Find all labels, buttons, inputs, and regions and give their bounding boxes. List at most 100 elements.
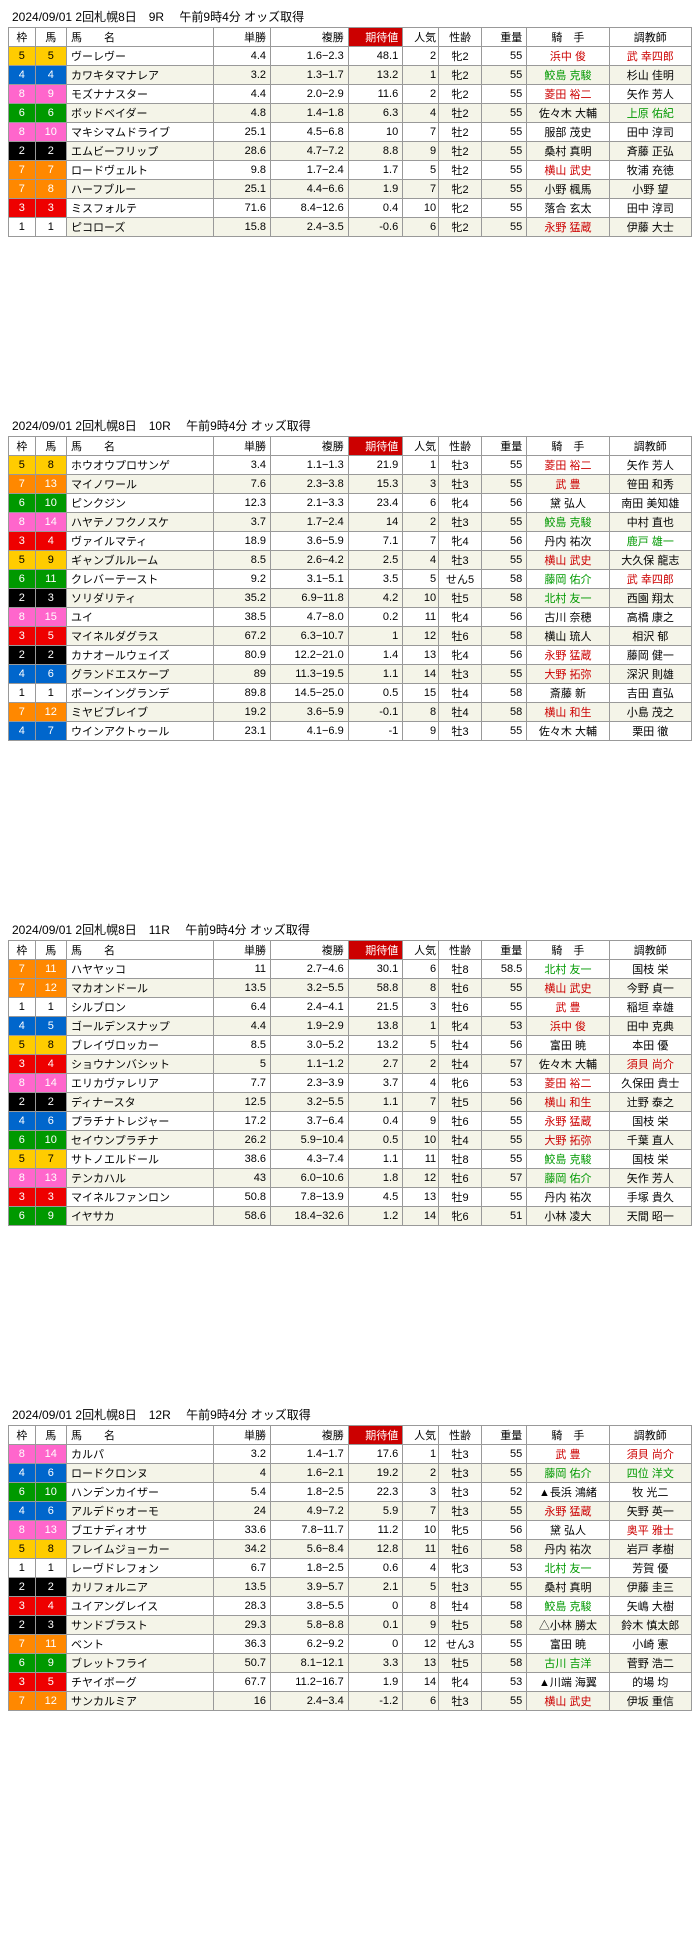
cell-ninki: 1	[403, 456, 439, 475]
cell-fuku: 1.1−1.2	[271, 1055, 349, 1074]
cell-tyo: 四位 洋文	[609, 1464, 691, 1483]
cell-waku: 7	[9, 1635, 36, 1654]
cell-fuku: 4.1−6.9	[271, 722, 349, 741]
table-row: 23サンドブラスト29.35.8−8.80.19牡558△小林 勝太鈴木 慎太郎	[9, 1616, 692, 1635]
cell-name: ロードクロンヌ	[66, 1464, 213, 1483]
cell-kitai: 13.2	[348, 66, 403, 85]
cell-waku: 3	[9, 1673, 36, 1692]
cell-kitai: 15.3	[348, 475, 403, 494]
cell-tan: 4	[214, 1464, 271, 1483]
cell-kitai: 3.3	[348, 1654, 403, 1673]
cell-kitai: 17.6	[348, 1445, 403, 1464]
cell-name: シルブロン	[66, 998, 213, 1017]
table-row: 11シルブロン6.42.4−4.121.53牡655武 豊稲垣 幸雄	[9, 998, 692, 1017]
header-kitai: 期待値	[348, 1426, 403, 1445]
table-row: 66ボッドベイダー4.81.4−1.86.34牡255佐々木 大輔上原 佑紀	[9, 104, 692, 123]
cell-tan: 8.5	[214, 551, 271, 570]
cell-ninki: 7	[403, 180, 439, 199]
cell-ju: 55	[482, 1112, 527, 1131]
cell-ninki: 3	[403, 1483, 439, 1502]
cell-ju: 55	[482, 180, 527, 199]
cell-tan: 7.7	[214, 1074, 271, 1093]
cell-uma: 14	[35, 1074, 66, 1093]
cell-name: モズナナスター	[66, 85, 213, 104]
cell-ninki: 7	[403, 532, 439, 551]
table-row: 69ブレットフライ50.78.1−12.13.313牡558古川 吉洋菅野 浩二	[9, 1654, 692, 1673]
cell-ju: 56	[482, 608, 527, 627]
table-row: 78ハーフブルー25.14.4−6.61.97牝255小野 楓馬小野 望	[9, 180, 692, 199]
cell-ju: 55	[482, 665, 527, 684]
cell-kitai: 19.2	[348, 1464, 403, 1483]
header-kishu: 騎 手	[527, 941, 609, 960]
cell-ju: 56	[482, 1093, 527, 1112]
race-block: 2024/09/01 2回札幌8日 11R 午前9時4分 オッズ取得枠馬馬 名単…	[8, 921, 692, 1226]
cell-sei: 牡4	[439, 1131, 482, 1150]
cell-ninki: 11	[403, 608, 439, 627]
cell-kishu: 佐々木 大輔	[527, 1055, 609, 1074]
cell-kishu: 富田 暁	[527, 1036, 609, 1055]
cell-ninki: 8	[403, 979, 439, 998]
cell-kitai: 4.2	[348, 589, 403, 608]
cell-kishu: 永野 猛蔵	[527, 1112, 609, 1131]
cell-kishu: 浜中 俊	[527, 47, 609, 66]
cell-ninki: 6	[403, 218, 439, 237]
cell-kishu: 横山 琉人	[527, 627, 609, 646]
cell-tyo: 鹿戸 雄一	[609, 532, 691, 551]
cell-ju: 56	[482, 532, 527, 551]
cell-kishu: 菱田 裕二	[527, 1074, 609, 1093]
table-row: 59ギャンブルルーム8.52.6−4.22.54牡355横山 武史大久保 龍志	[9, 551, 692, 570]
cell-name: レーヴドレフォン	[66, 1559, 213, 1578]
cell-ju: 51	[482, 1207, 527, 1226]
cell-kitai: 11.2	[348, 1521, 403, 1540]
cell-ju: 56	[482, 494, 527, 513]
cell-tyo: 芳賀 優	[609, 1559, 691, 1578]
cell-ninki: 7	[403, 123, 439, 142]
header-kishu: 騎 手	[527, 1426, 609, 1445]
cell-tan: 26.2	[214, 1131, 271, 1150]
cell-kitai: 1.1	[348, 1150, 403, 1169]
cell-sei: 牡3	[439, 1464, 482, 1483]
cell-tyo: 須貝 尚介	[609, 1445, 691, 1464]
cell-name: ピコローズ	[66, 218, 213, 237]
cell-ju: 55	[482, 1464, 527, 1483]
cell-ninki: 3	[403, 475, 439, 494]
cell-tan: 25.1	[214, 123, 271, 142]
cell-uma: 3	[35, 199, 66, 218]
cell-ninki: 1	[403, 1017, 439, 1036]
cell-tyo: 西園 翔太	[609, 589, 691, 608]
cell-sei: 牡5	[439, 1616, 482, 1635]
cell-kitai: -0.1	[348, 703, 403, 722]
cell-tan: 36.3	[214, 1635, 271, 1654]
cell-waku: 1	[9, 1559, 36, 1578]
table-row: 34ユイアングレイス28.33.8−5.508牡458鮫島 克駿矢嶋 大樹	[9, 1597, 692, 1616]
table-row: 89モズナナスター4.42.0−2.911.62牝255菱田 裕二矢作 芳人	[9, 85, 692, 104]
cell-ju: 55	[482, 475, 527, 494]
cell-tyo: 牧 光二	[609, 1483, 691, 1502]
cell-uma: 1	[35, 218, 66, 237]
cell-kishu: 大野 拓弥	[527, 665, 609, 684]
cell-fuku: 2.3−3.8	[271, 475, 349, 494]
cell-fuku: 11.3−19.5	[271, 665, 349, 684]
cell-sei: 牝4	[439, 1673, 482, 1692]
cell-waku: 4	[9, 665, 36, 684]
cell-kishu: 桑村 真明	[527, 142, 609, 161]
cell-tyo: 岩戸 孝樹	[609, 1540, 691, 1559]
header-sei: 性齢	[439, 941, 482, 960]
cell-waku: 8	[9, 85, 36, 104]
cell-name: カワキタマナレア	[66, 66, 213, 85]
cell-waku: 7	[9, 1692, 36, 1711]
cell-sei: 牝4	[439, 532, 482, 551]
cell-ju: 55	[482, 47, 527, 66]
header-sei: 性齢	[439, 437, 482, 456]
table-row: 33ミスフォルテ71.68.4−12.60.410牝255落合 玄太田中 淳司	[9, 199, 692, 218]
header-ninki: 人気	[403, 437, 439, 456]
cell-ju: 55	[482, 1635, 527, 1654]
cell-ju: 58	[482, 703, 527, 722]
cell-ninki: 4	[403, 104, 439, 123]
table-row: 35マイネルダグラス67.26.3−10.7112牡658横山 琉人相沢 郁	[9, 627, 692, 646]
cell-uma: 6	[35, 665, 66, 684]
cell-ju: 55	[482, 1445, 527, 1464]
cell-uma: 11	[35, 960, 66, 979]
table-row: 712サンカルミア162.4−3.4-1.26牡355横山 武史伊坂 重信	[9, 1692, 692, 1711]
cell-uma: 2	[35, 1093, 66, 1112]
